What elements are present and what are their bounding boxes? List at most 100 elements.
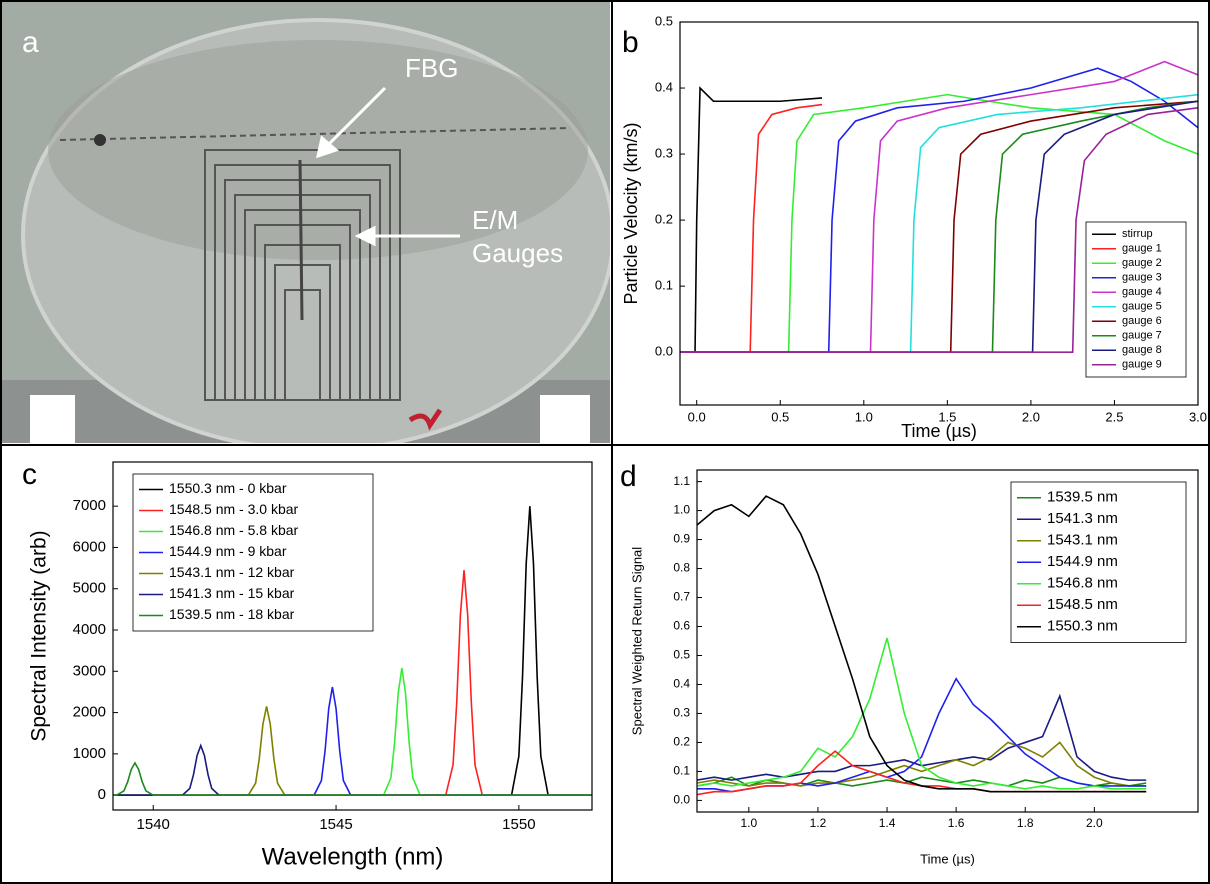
legend-label: 1546.8 nm - 5.8 kbar (169, 522, 299, 538)
y-tick-label: 1000 (73, 745, 106, 762)
series-line (680, 86, 823, 353)
y-tick-label: 2000 (73, 704, 106, 721)
legend-label: gauge 9 (1122, 359, 1162, 371)
x-tick-label: 1.4 (879, 816, 896, 830)
y-tick-label: 0.1 (673, 764, 690, 778)
y-tick-label: 0.0 (655, 344, 673, 359)
legend-label: gauge 5 (1122, 301, 1162, 313)
x-tick-label: 1540 (137, 816, 170, 833)
dot (94, 134, 106, 146)
x-tick-label: 1.0 (855, 409, 873, 424)
y-tick-label: 6000 (73, 538, 106, 555)
plot-frame (679, 21, 1199, 406)
legend-label: 1548.5 nm - 3.0 kbar (169, 501, 299, 517)
series-line (680, 93, 1198, 353)
series-line (680, 107, 1198, 353)
legend-label: gauge 2 (1122, 257, 1162, 269)
series-line (680, 67, 1198, 353)
legend-label: stirrup (1122, 228, 1153, 240)
panel-label: b (622, 26, 639, 59)
series-line (680, 100, 1198, 353)
y-tick-label: 0.5 (673, 648, 690, 662)
y-tick-label: 4000 (73, 621, 106, 638)
legend-label: 1550.3 nm - 0 kbar (169, 480, 287, 496)
arrows (315, 86, 460, 247)
photo-panel: a FBG E/M Gauges (2, 2, 610, 443)
plot-lines (680, 60, 1198, 353)
series-line (113, 570, 592, 796)
x-tick-label: 2.0 (1022, 409, 1040, 424)
legend-label: 1539.5 nm - 18 kbar (169, 606, 295, 622)
legend-label: 1539.5 nm (1047, 489, 1118, 506)
y-axis-title: Spectral Intensity (arb) (28, 530, 51, 741)
x-tick-label: 1.5 (938, 409, 956, 424)
panel-label: a (22, 26, 39, 59)
y-tick-label: 0.8 (673, 561, 690, 575)
y-tick-label: 0.7 (673, 590, 690, 604)
x-tick-label: 0.5 (771, 409, 789, 424)
y-tick-label: 5000 (73, 580, 106, 597)
series-line (680, 100, 1198, 353)
y-tick-label: 0.4 (673, 677, 690, 691)
legend-label: gauge 8 (1122, 344, 1162, 356)
series-line (113, 706, 592, 796)
panel-label: d (620, 460, 637, 493)
y-tick-label: 1.0 (673, 503, 690, 517)
legend-box (132, 473, 374, 632)
y-tick-label: 0.2 (655, 212, 673, 227)
legend-label: 1548.5 nm (1047, 596, 1118, 613)
x-tick-label: 1.2 (810, 816, 827, 830)
series-line (680, 103, 823, 353)
x-axis-title: Time (µs) (920, 851, 975, 866)
series-line (697, 495, 1147, 793)
x-tick-label: 1.0 (740, 816, 757, 830)
annotation: FBG (405, 53, 458, 83)
plot-frame (696, 469, 1199, 813)
plot-frame (112, 461, 593, 811)
x-axis-title: Time (µs) (901, 421, 977, 441)
y-axis-title: Particle Velocity (km/s) (621, 122, 641, 304)
x-tick-label: 0.0 (688, 409, 706, 424)
y-tick-label: 7000 (73, 497, 106, 514)
y-tick-label: 1.1 (673, 474, 690, 488)
legend-label: gauge 7 (1122, 330, 1162, 342)
y-tick-label: 0.1 (655, 278, 673, 293)
x-tick-label: 1.6 (948, 816, 965, 830)
series-line (697, 776, 1147, 787)
legend-label: 1543.1 nm - 12 kbar (169, 564, 295, 580)
series-line (113, 743, 592, 796)
y-tick-label: 3000 (73, 662, 106, 679)
y-tick-label: 0.9 (673, 532, 690, 546)
x-tick-label: 1.8 (1017, 816, 1034, 830)
fiber (298, 159, 304, 321)
legend-label: 1541.3 nm (1047, 510, 1118, 527)
legend-label: 1544.9 nm - 9 kbar (169, 543, 287, 559)
legend-label: 1544.9 nm (1047, 553, 1118, 570)
x-tick-label: 1550 (502, 816, 535, 833)
x-tick-label: 3.0 (1189, 409, 1207, 424)
annotation: Gauges (472, 238, 563, 268)
legend-label: 1541.3 nm - 15 kbar (169, 585, 295, 601)
plot-lines (697, 495, 1147, 796)
legend-label: gauge 4 (1122, 286, 1162, 298)
series-line (113, 667, 592, 796)
y-tick-label: 0.4 (655, 79, 673, 94)
y-tick-label: 0.3 (655, 146, 673, 161)
series-line (697, 637, 1147, 790)
series-line (697, 741, 1147, 787)
y-axis-title: Spectral Weighted Return Signal (629, 547, 644, 735)
scale-bars (30, 395, 590, 443)
series-line (113, 506, 592, 796)
legend-label: gauge 1 (1122, 243, 1162, 255)
fbg-line (59, 127, 571, 141)
series-line (680, 60, 1198, 353)
y-tick-label: 0.0 (673, 793, 690, 807)
y-tick-label: 0.2 (673, 735, 690, 749)
gauges (204, 149, 401, 401)
y-tick-label: 0.6 (673, 619, 690, 633)
x-tick-label: 2.5 (1105, 409, 1123, 424)
legend-label: gauge 6 (1122, 315, 1162, 327)
y-tick-label: 0.3 (673, 706, 690, 720)
